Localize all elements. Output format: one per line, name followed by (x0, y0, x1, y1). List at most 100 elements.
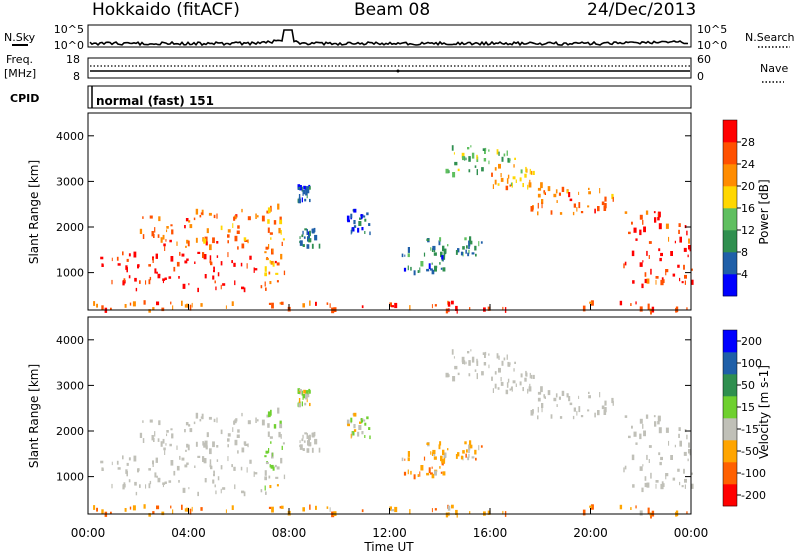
velocity-cell (474, 369, 477, 372)
ytick-label: 2000 (56, 425, 84, 438)
velocity-cell (351, 431, 355, 436)
velocity-cell (318, 447, 321, 453)
velocity-cell (688, 450, 690, 454)
power-cell (268, 271, 271, 275)
velocity-cell (529, 372, 531, 379)
velocity-cell (171, 433, 174, 439)
power-cell (494, 167, 497, 171)
velocity-cell (639, 433, 642, 440)
power-cell (234, 235, 238, 242)
power-cell (306, 229, 308, 235)
power-cell (101, 305, 104, 310)
power-cell (573, 203, 576, 208)
power-cell (279, 216, 282, 222)
velocity-cell (363, 419, 366, 422)
power-cell (302, 230, 304, 235)
power-cell (646, 250, 648, 256)
power-cell (208, 212, 212, 216)
power-cell (155, 253, 158, 259)
velocity-cell (203, 458, 207, 464)
velocity-cell (442, 462, 444, 466)
power-cell (169, 239, 172, 243)
velocity-cell (186, 443, 189, 448)
power-cell (123, 278, 126, 282)
power-cell (299, 236, 301, 240)
power-cell (407, 265, 409, 271)
velocity-cell (100, 460, 104, 464)
power-cell (611, 193, 614, 200)
velocity-cell (265, 450, 269, 454)
power-cell (172, 305, 174, 311)
velocity-cell (359, 421, 362, 424)
power-cell (350, 229, 352, 235)
nsearch-tick-top: 10^5 (697, 23, 727, 36)
velocity-cell (443, 457, 446, 464)
power-cell (298, 199, 301, 204)
velocity-cell (302, 394, 306, 399)
velocity-cell (642, 423, 644, 429)
power-cell (644, 278, 647, 284)
power-cell (160, 237, 163, 243)
power-cell (142, 216, 144, 219)
velocity-cell (301, 390, 303, 396)
velocity-cell (528, 386, 532, 392)
power-cell (264, 251, 267, 254)
velocity-cell (350, 433, 352, 439)
velocity-cell (280, 457, 283, 464)
velocity-cell (391, 509, 395, 512)
power-cell (122, 251, 124, 256)
beam-title: Beam 08 (354, 0, 430, 20)
velocity-cell (655, 483, 657, 489)
colorbar-swatch (723, 330, 737, 353)
velocity-cell (154, 472, 157, 478)
power-cell (537, 202, 539, 209)
velocity-cell (440, 455, 443, 462)
nsearch-tick-bottom: 10^0 (697, 39, 727, 52)
power-cell (152, 258, 154, 263)
velocity-cell (117, 467, 121, 470)
velocity-cell (462, 455, 464, 461)
power-cell (126, 258, 129, 262)
velocity-cell (269, 464, 271, 468)
velocity-cell (170, 460, 174, 466)
velocity-cell (460, 455, 463, 460)
velocity-cell (655, 480, 659, 483)
power-cell (561, 186, 565, 192)
power-cell (154, 268, 157, 274)
velocity-cell (132, 505, 136, 511)
velocity-cell (264, 455, 267, 458)
velocity-cell (254, 472, 258, 475)
velocity-cell (173, 470, 176, 476)
power-cell (678, 229, 680, 234)
velocity-cell (550, 414, 553, 419)
velocity-cell (181, 457, 185, 461)
power-cell (272, 248, 274, 253)
power-cell (309, 300, 311, 306)
velocity-cell (509, 388, 512, 391)
velocity-cell (186, 507, 189, 512)
velocity-cell (525, 370, 527, 377)
velocity-cell (206, 432, 209, 438)
power-cell (204, 274, 207, 279)
velocity-cell (467, 456, 470, 461)
velocity-cell (208, 416, 212, 420)
power-cell (430, 247, 432, 251)
power-cell (684, 274, 687, 279)
velocity-cell (231, 464, 233, 468)
power-cell (631, 221, 633, 225)
velocity-cell (178, 480, 180, 483)
power-cell (128, 253, 131, 257)
power-cell (648, 255, 650, 259)
velocity-cell (308, 390, 311, 394)
colorbar-tick-label: -200 (741, 489, 766, 502)
velocity-cell (148, 468, 151, 471)
power-cell (202, 252, 205, 258)
velocity-cell (476, 358, 478, 364)
velocity-cell (665, 427, 669, 433)
velocity-cell (646, 454, 648, 460)
power-cell (433, 252, 437, 256)
velocity-cell (558, 396, 561, 400)
velocity-cell (431, 508, 433, 513)
power-cell (297, 187, 300, 190)
